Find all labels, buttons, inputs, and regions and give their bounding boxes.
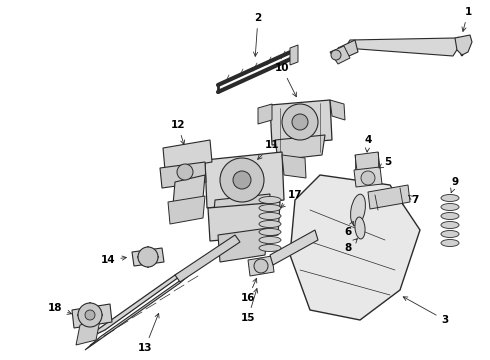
Circle shape	[331, 50, 341, 60]
Ellipse shape	[259, 204, 281, 212]
Text: 6: 6	[344, 221, 353, 237]
Polygon shape	[76, 320, 100, 345]
Ellipse shape	[259, 212, 281, 220]
Circle shape	[220, 158, 264, 202]
Text: 11: 11	[258, 140, 279, 159]
Polygon shape	[175, 235, 240, 282]
Polygon shape	[173, 175, 205, 205]
Polygon shape	[354, 167, 382, 187]
Polygon shape	[72, 304, 112, 328]
Polygon shape	[205, 152, 284, 208]
Ellipse shape	[259, 229, 281, 235]
Text: 15: 15	[241, 289, 258, 323]
Ellipse shape	[441, 230, 459, 238]
Text: 3: 3	[403, 297, 449, 325]
Ellipse shape	[259, 237, 281, 243]
Circle shape	[282, 104, 318, 140]
Polygon shape	[270, 230, 318, 265]
Polygon shape	[163, 140, 212, 170]
Text: 14: 14	[100, 255, 126, 265]
Ellipse shape	[441, 194, 459, 202]
Text: 18: 18	[48, 303, 72, 314]
Text: 16: 16	[241, 278, 257, 303]
Circle shape	[177, 164, 193, 180]
Text: 9: 9	[451, 177, 459, 193]
Polygon shape	[258, 104, 272, 124]
Ellipse shape	[441, 203, 459, 211]
Polygon shape	[330, 46, 350, 64]
Polygon shape	[248, 256, 274, 276]
Polygon shape	[345, 38, 460, 56]
Polygon shape	[218, 228, 268, 262]
Polygon shape	[270, 100, 332, 145]
Ellipse shape	[355, 217, 365, 239]
Polygon shape	[290, 45, 298, 65]
Circle shape	[78, 303, 102, 327]
Polygon shape	[132, 248, 164, 266]
Polygon shape	[80, 262, 200, 342]
Polygon shape	[368, 185, 410, 209]
Polygon shape	[275, 135, 325, 160]
Polygon shape	[208, 202, 280, 241]
Polygon shape	[338, 40, 358, 60]
Circle shape	[254, 259, 268, 273]
Polygon shape	[330, 100, 345, 120]
Ellipse shape	[441, 221, 459, 229]
Text: 2: 2	[253, 13, 262, 56]
Polygon shape	[282, 155, 306, 178]
Text: 12: 12	[171, 120, 185, 144]
Polygon shape	[160, 162, 206, 188]
Polygon shape	[213, 194, 270, 224]
Text: 10: 10	[275, 63, 296, 97]
Text: 8: 8	[344, 239, 357, 253]
Text: 7: 7	[409, 195, 418, 205]
Circle shape	[233, 171, 251, 189]
Ellipse shape	[441, 212, 459, 220]
Ellipse shape	[259, 244, 281, 252]
Circle shape	[361, 171, 375, 185]
Text: 4: 4	[364, 135, 372, 152]
Circle shape	[85, 310, 95, 320]
Polygon shape	[455, 35, 472, 55]
Ellipse shape	[441, 239, 459, 247]
Circle shape	[292, 114, 308, 130]
Ellipse shape	[259, 220, 281, 228]
Polygon shape	[168, 196, 205, 224]
Ellipse shape	[259, 197, 281, 203]
Ellipse shape	[350, 194, 366, 226]
Text: 5: 5	[379, 157, 392, 168]
Text: 13: 13	[138, 314, 159, 353]
Polygon shape	[290, 175, 420, 320]
Polygon shape	[355, 152, 380, 171]
Polygon shape	[85, 270, 195, 350]
Text: 1: 1	[462, 7, 471, 31]
Text: 17: 17	[281, 190, 302, 208]
Circle shape	[138, 247, 158, 267]
